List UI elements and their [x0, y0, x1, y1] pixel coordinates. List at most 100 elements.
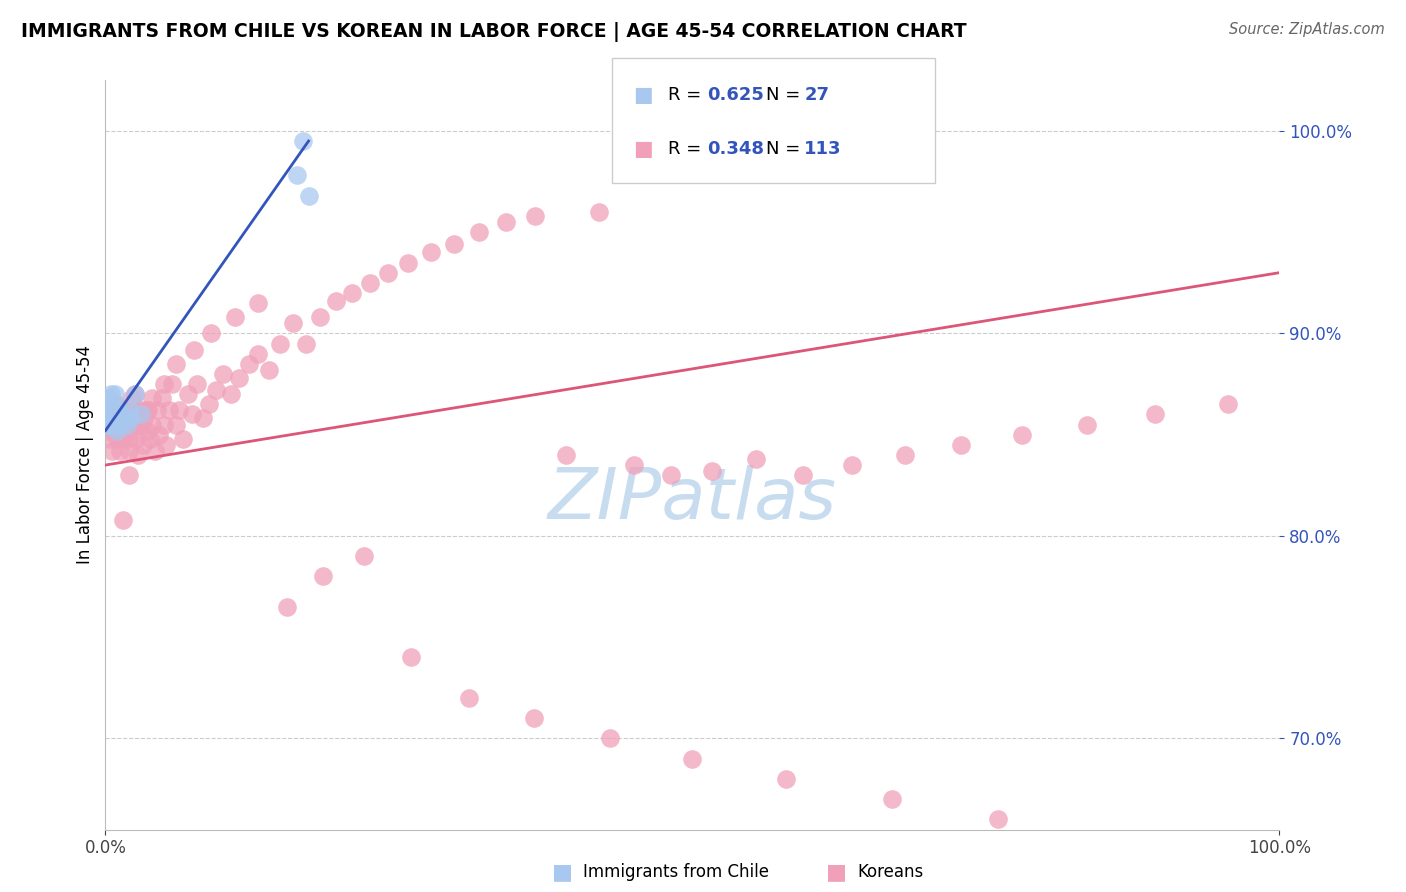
- Point: [98, 391, 121, 405]
- Point: [136, 403, 159, 417]
- Point: [153, 377, 176, 392]
- Point: [169, 403, 191, 417]
- Point: [101, 443, 124, 458]
- Point: [132, 438, 155, 452]
- Text: Source: ZipAtlas.com: Source: ZipAtlas.com: [1229, 22, 1385, 37]
- Point: [285, 169, 308, 183]
- Point: [108, 411, 131, 425]
- Point: [141, 417, 163, 432]
- Text: IMMIGRANTS FROM CHILE VS KOREAN IN LABOR FORCE | AGE 45-54 CORRELATION CHART: IMMIGRANTS FROM CHILE VS KOREAN IN LABOR…: [21, 22, 967, 42]
- Point: [172, 432, 194, 446]
- Point: [775, 772, 797, 786]
- Point: [100, 403, 122, 417]
- Point: [340, 285, 363, 300]
- Point: [165, 357, 187, 371]
- Point: [297, 188, 319, 202]
- Point: [247, 346, 270, 360]
- Point: [841, 458, 863, 472]
- Point: [269, 336, 291, 351]
- Point: [111, 403, 134, 417]
- Point: [105, 408, 128, 422]
- Point: [146, 403, 169, 417]
- Point: [115, 403, 138, 417]
- Text: N =: N =: [766, 86, 806, 103]
- Point: [121, 391, 143, 405]
- Point: [100, 417, 122, 432]
- Point: [228, 371, 250, 385]
- Point: [162, 377, 184, 392]
- Point: [135, 424, 157, 438]
- Text: Immigrants from Chile: Immigrants from Chile: [583, 863, 769, 881]
- Point: [276, 599, 298, 614]
- Point: [150, 391, 173, 405]
- Point: [588, 205, 610, 219]
- Point: [107, 417, 129, 432]
- Point: [204, 383, 226, 397]
- Point: [124, 387, 146, 401]
- Point: [105, 411, 128, 425]
- Point: [118, 468, 141, 483]
- Point: [129, 408, 152, 422]
- Point: [120, 411, 142, 425]
- Text: ■: ■: [553, 863, 572, 882]
- Point: [224, 310, 246, 325]
- Point: [283, 316, 305, 330]
- Point: [97, 424, 120, 438]
- Point: [139, 432, 162, 446]
- Point: [191, 411, 214, 425]
- Point: [105, 432, 128, 446]
- Point: [219, 387, 242, 401]
- Text: R =: R =: [668, 140, 707, 159]
- Point: [396, 255, 419, 269]
- Point: [105, 408, 128, 422]
- Point: [103, 411, 125, 425]
- Point: [112, 424, 135, 438]
- Point: [143, 443, 166, 458]
- Point: [131, 403, 153, 417]
- Point: [127, 448, 149, 462]
- Point: [110, 424, 132, 438]
- Point: [124, 417, 146, 432]
- Point: [181, 408, 204, 422]
- Point: [127, 403, 149, 417]
- Point: [103, 397, 125, 411]
- Point: [377, 266, 399, 280]
- Point: [291, 134, 314, 148]
- Point: [98, 417, 121, 432]
- Point: [186, 377, 208, 392]
- Point: [96, 417, 118, 432]
- Point: [107, 403, 129, 417]
- Point: [309, 310, 332, 325]
- Point: [599, 731, 621, 746]
- Point: [108, 417, 131, 432]
- Point: [105, 424, 128, 438]
- Point: [1076, 417, 1098, 432]
- Point: [165, 417, 187, 432]
- Point: [120, 424, 142, 438]
- Point: [101, 411, 124, 425]
- Point: [554, 448, 576, 462]
- Point: [105, 397, 128, 411]
- Point: [1216, 397, 1239, 411]
- Point: [792, 468, 814, 483]
- Text: R =: R =: [668, 86, 707, 103]
- Point: [987, 813, 1010, 827]
- Point: [745, 452, 768, 467]
- Point: [104, 387, 127, 401]
- Point: [623, 458, 645, 472]
- Text: Koreans: Koreans: [858, 863, 924, 881]
- Point: [682, 752, 704, 766]
- Point: [247, 296, 270, 310]
- Point: [118, 443, 141, 458]
- Point: [112, 432, 135, 446]
- Point: [112, 513, 135, 527]
- Point: [114, 417, 136, 432]
- Point: [702, 464, 724, 478]
- Point: [257, 363, 280, 377]
- Point: [97, 411, 120, 425]
- Text: ■: ■: [827, 863, 846, 882]
- Text: ZIPatlas: ZIPatlas: [548, 466, 837, 534]
- Point: [1011, 427, 1033, 442]
- Point: [129, 417, 152, 432]
- Point: [134, 411, 156, 425]
